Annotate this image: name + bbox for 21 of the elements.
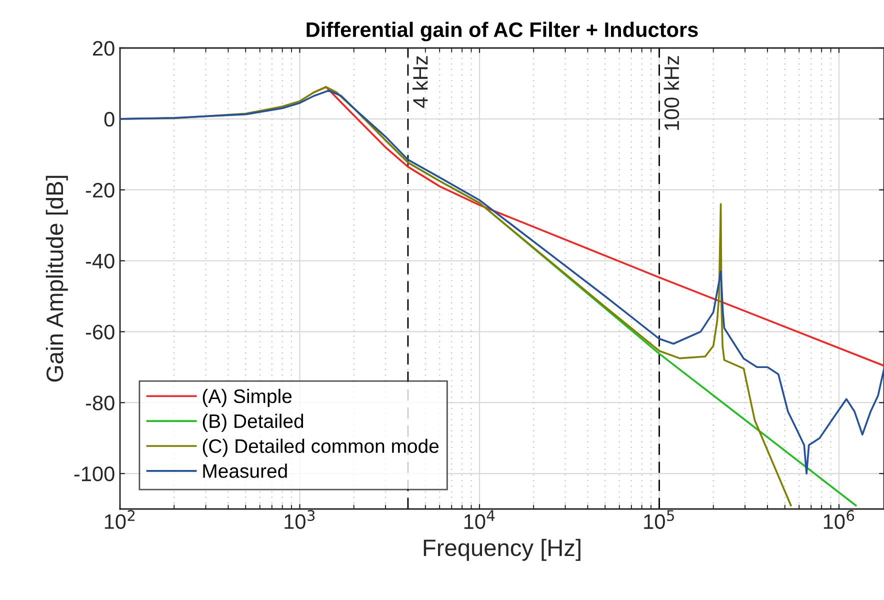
y-tick-label: -40 xyxy=(86,254,114,269)
x-tick-label: 10$^{4}$ xyxy=(464,510,495,530)
chart-title: Differential gain of AC Filter + Inductors xyxy=(306,22,698,42)
y-tick-label: -100 xyxy=(74,466,114,482)
ref-line-label: 100 kHz xyxy=(664,56,680,130)
x-tick-label: 10$^{5}$ xyxy=(644,510,674,530)
x-tick-label: 10$^{3}$ xyxy=(284,510,315,530)
x-tick-label: 10$^{2}$ xyxy=(104,510,135,530)
legend-label: (B) Detailed xyxy=(202,414,304,432)
y-tick-label: -20 xyxy=(86,182,114,198)
y-tick-label: 20 xyxy=(93,41,114,56)
y-tick-label: -80 xyxy=(86,396,114,410)
legend-label: (A) Simple xyxy=(202,388,292,407)
x-tick-label: 10$^{6}$ xyxy=(824,510,854,530)
y-tick-label: 0 xyxy=(104,112,114,127)
legend-label: (C) Detailed common mode xyxy=(202,438,439,457)
ref-line-label: 4 kHz xyxy=(412,56,428,108)
y-tick-label: -60 xyxy=(86,324,114,340)
x-axis-title: Frequency [Hz] xyxy=(424,538,580,561)
y-axis-title: Gain Amplitude [dB] xyxy=(46,176,68,382)
legend-label: Measured xyxy=(203,464,287,478)
